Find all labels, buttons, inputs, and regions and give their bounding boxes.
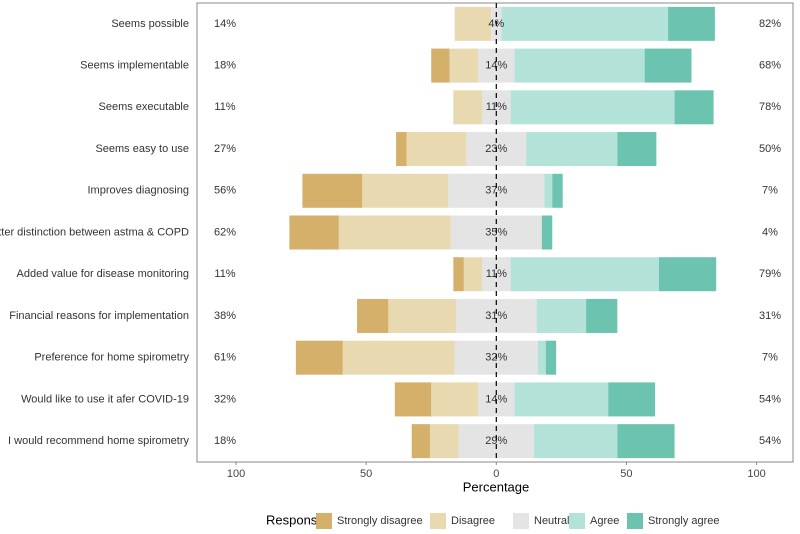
bar-segment (394, 382, 432, 417)
bar-segment (388, 298, 456, 333)
bar-segment (429, 424, 459, 459)
bar-segment (295, 340, 343, 375)
legend-label: Strongly agree (648, 515, 720, 527)
right-percent-label: 4% (762, 226, 778, 238)
legend-label: Strongly disagree (337, 515, 423, 527)
x-tick-label: 100 (747, 468, 765, 480)
x-axis-label: Percentage (463, 479, 530, 494)
bar-segment (396, 132, 407, 167)
bar-segment (454, 6, 492, 41)
left-percent-label: 61% (214, 352, 236, 364)
left-percent-label: 62% (214, 226, 236, 238)
bar-segment (668, 6, 715, 41)
category-label: Would like to use it afer COVID-19 (21, 393, 189, 405)
bar-segment (544, 173, 553, 208)
legend-swatch (513, 513, 529, 529)
x-tick-label: 50 (360, 468, 372, 480)
category-label: Preference for home spirometry (34, 352, 189, 364)
right-percent-label: 78% (759, 101, 781, 113)
left-percent-label: 27% (214, 143, 236, 155)
right-percent-label: 7% (762, 185, 778, 197)
bar-segment (431, 382, 479, 417)
legend-swatch (627, 513, 643, 529)
bar-segment (537, 340, 546, 375)
bar-segment (501, 6, 669, 41)
x-tick-label: 100 (227, 468, 245, 480)
bar-segment (510, 257, 659, 292)
right-percent-label: 54% (759, 393, 781, 405)
bar-segment (302, 173, 363, 208)
bar-segment (453, 90, 482, 125)
bar-segment (362, 173, 449, 208)
plot-border (196, 2, 794, 463)
category-label: Added value for disease monitoring (17, 268, 189, 280)
bar-segment (608, 382, 656, 417)
neutral-percent-label: 37% (485, 185, 507, 197)
legend-label: Disagree (451, 515, 495, 527)
bar-segment (552, 173, 563, 208)
right-percent-label: 50% (759, 143, 781, 155)
left-percent-label: 11% (214, 268, 235, 280)
category-label: Improves diagnosing (87, 185, 189, 197)
right-percent-label: 7% (762, 352, 778, 364)
category-label: Seems executable (99, 101, 190, 113)
left-percent-label: 38% (214, 310, 236, 322)
category-label: I would recommend home spirometry (8, 435, 189, 447)
right-percent-label: 68% (759, 59, 781, 71)
category-label: Seems implementable (80, 59, 189, 71)
bar-segment (514, 48, 645, 83)
bar-segment (617, 132, 657, 167)
right-percent-label: 54% (759, 435, 781, 447)
left-percent-label: 18% (214, 59, 236, 71)
legend-swatch (316, 513, 332, 529)
neutral-percent-label: 29% (485, 435, 507, 447)
x-tick-label: 50 (620, 468, 632, 480)
neutral-percent-label: 14% (485, 59, 507, 71)
legend-swatch (430, 513, 446, 529)
left-percent-label: 11% (214, 101, 235, 113)
bar-segment (541, 215, 553, 250)
bar-segment (338, 215, 451, 250)
bar-segment (357, 298, 389, 333)
category-label: Better distinction between astma & COPD (0, 226, 189, 238)
right-percent-label: 31% (759, 310, 781, 322)
bar-segment (617, 424, 675, 459)
right-percent-label: 82% (759, 18, 781, 30)
bar-segment (536, 298, 587, 333)
bar-segment (431, 48, 450, 83)
bar-segment (514, 382, 609, 417)
bar-segment (411, 424, 430, 459)
bar-segment (674, 90, 714, 125)
legend-title: Response (266, 512, 325, 527)
bar-segment (453, 257, 464, 292)
legend-swatch (569, 513, 585, 529)
bar-segment (534, 424, 618, 459)
bar-segment (463, 257, 482, 292)
legend-label: Neutral (534, 515, 569, 527)
bar-segment (526, 132, 618, 167)
bar-segment (449, 48, 479, 83)
legend-label: Agree (590, 515, 619, 527)
bar-segment (342, 340, 455, 375)
bar-segment (406, 132, 467, 167)
left-percent-label: 18% (214, 435, 236, 447)
category-label: Seems easy to use (95, 143, 189, 155)
bar-segment (289, 215, 339, 250)
left-percent-label: 56% (214, 185, 236, 197)
neutral-percent-label: 31% (485, 310, 507, 322)
bar-segment (586, 298, 618, 333)
bar-segment (545, 340, 557, 375)
right-percent-label: 79% (759, 268, 781, 280)
left-percent-label: 14% (214, 18, 236, 30)
x-tick-label: 0 (493, 468, 499, 480)
category-label: Financial reasons for implementation (9, 310, 189, 322)
neutral-percent-label: 11% (486, 101, 507, 113)
bar-segment (658, 257, 717, 292)
left-percent-label: 32% (214, 393, 236, 405)
bar-segment (644, 48, 692, 83)
bar-segment (510, 90, 675, 125)
category-label: Seems possible (111, 18, 189, 30)
